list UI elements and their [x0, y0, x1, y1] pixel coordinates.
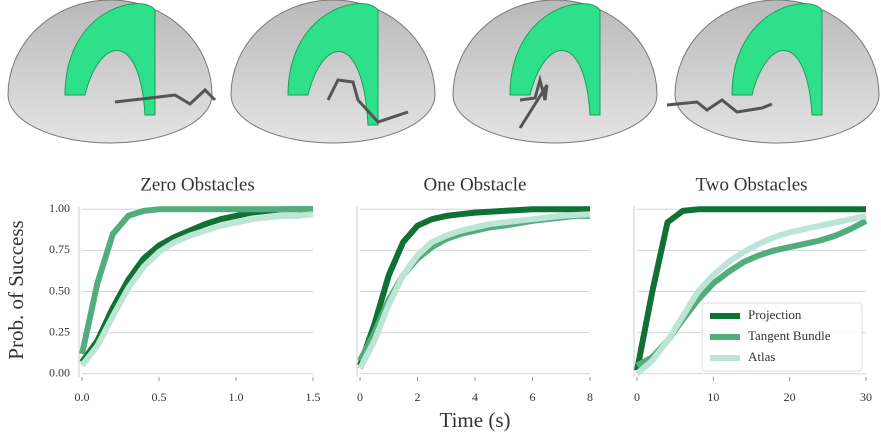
dome-render [231, 0, 435, 143]
y-tick-label: 0.00 [49, 365, 70, 379]
y-tick-label: 0.25 [49, 324, 70, 338]
x-tick-label: 30 [860, 390, 872, 404]
y-tick-label: 1.00 [49, 201, 70, 215]
chart-title: One Obstacle [424, 174, 527, 195]
legend: Projection Tangent Bundle Atlas [702, 303, 862, 371]
x-tick-label: 20 [784, 390, 796, 404]
y-tick-label: 0.75 [49, 242, 70, 256]
x-tick-label: 0 [357, 390, 363, 404]
x-tick-label: 10 [707, 390, 719, 404]
x-tick-label: 1.5 [306, 390, 321, 404]
dome-render [667, 0, 879, 143]
y-axis-label: Prob. of Success [4, 220, 28, 359]
chart-title: Zero Obstacles [140, 174, 254, 195]
legend-label: Atlas [748, 349, 775, 364]
dome-render [453, 0, 657, 143]
x-tick-label: 1.0 [229, 390, 244, 404]
chart-title: Two Obstacles [695, 174, 807, 195]
x-tick-label: 0.0 [75, 390, 90, 404]
x-axis-label: Time (s) [440, 408, 511, 432]
y-tick-label: 0.50 [49, 283, 70, 297]
x-tick-label: 6 [530, 390, 536, 404]
x-tick-label: 8 [587, 390, 593, 404]
x-tick-label: 4 [472, 390, 478, 404]
legend-label: Tangent Bundle [748, 328, 831, 343]
renderings [8, 0, 879, 143]
dome-render [8, 0, 215, 143]
figure: Zero Obstacles0.000.250.500.751.000.00.5… [0, 0, 881, 436]
x-tick-label: 2 [415, 390, 421, 404]
series-line [82, 214, 313, 365]
x-tick-label: 0.5 [152, 390, 167, 404]
legend-label: Projection [748, 307, 802, 322]
x-tick-label: 0 [634, 390, 640, 404]
